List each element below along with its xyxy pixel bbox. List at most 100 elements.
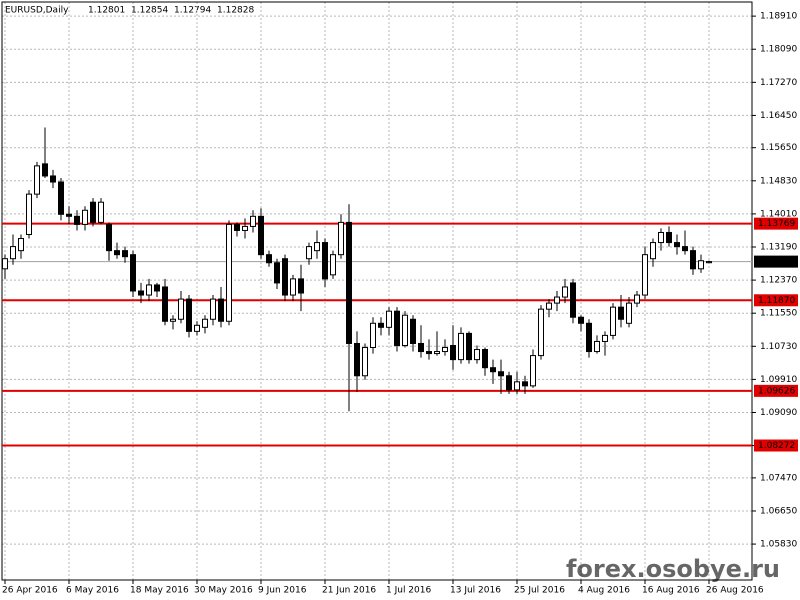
candle-body: [354, 342, 360, 377]
candle-body: [674, 242, 680, 248]
header-open: 1.12801: [88, 6, 125, 16]
candle-body: [474, 349, 480, 361]
x-tick-label: 13 Jul 2016: [450, 586, 501, 596]
candle-body: [498, 371, 504, 377]
candle-body: [666, 231, 672, 244]
candle-body: [554, 296, 560, 304]
candle-body: [626, 302, 632, 324]
candle-body: [258, 215, 264, 256]
candle-body: [106, 223, 112, 252]
candle-body: [514, 381, 520, 391]
candle-body: [538, 308, 544, 357]
candle-body: [482, 349, 488, 369]
candle-body: [290, 278, 296, 296]
level-label: 1.11870: [758, 296, 795, 306]
candle-body: [154, 284, 160, 292]
y-tick-label: 1.18090: [760, 45, 797, 55]
candle-body: [322, 242, 328, 280]
candle-body: [434, 351, 440, 355]
candle-body: [42, 163, 48, 177]
candle-body: [138, 290, 144, 296]
candle-body: [314, 242, 320, 252]
y-tick-label: 1.15650: [760, 143, 797, 153]
candle-body: [682, 246, 688, 252]
candle-body: [186, 298, 192, 332]
candle-body: [602, 334, 608, 342]
candle-body: [450, 344, 456, 361]
candle-body: [66, 213, 72, 217]
candle-body: [274, 262, 280, 284]
candle-body: [162, 286, 168, 322]
x-tick-label: 21 Jun 2016: [322, 586, 376, 596]
candle-body: [594, 340, 600, 353]
candle-body: [562, 286, 568, 298]
y-tick-label: 1.12370: [760, 276, 797, 286]
candle-body: [706, 261, 712, 264]
y-tick-label: 1.09910: [760, 375, 797, 385]
candle-body: [698, 260, 704, 270]
y-tick-label: 1.13190: [760, 243, 797, 253]
chart-title: EURUSD,Daily: [5, 6, 69, 16]
y-tick-label: 1.16450: [760, 111, 797, 121]
candle-body: [330, 254, 336, 276]
candle-body: [298, 278, 304, 294]
y-tick-label: 1.14010: [760, 209, 797, 219]
candle-body: [346, 221, 352, 344]
candle-body: [506, 375, 512, 391]
x-tick-label: 4 Aug 2016: [578, 586, 630, 596]
candle-body: [122, 250, 128, 258]
level-label-box: [754, 294, 798, 307]
candle-body: [546, 302, 552, 310]
y-tick-label: 1.11550: [760, 309, 797, 319]
candle-body: [58, 181, 64, 215]
candle-body: [466, 332, 472, 361]
candle-body: [578, 316, 584, 324]
candle-body: [338, 221, 344, 256]
candle-body: [2, 258, 8, 270]
y-tick-label: 1.05830: [760, 540, 797, 550]
candle-body: [90, 201, 96, 223]
candle-body: [202, 318, 208, 328]
candle-body: [570, 282, 576, 318]
candle-body: [178, 298, 184, 320]
candle-body: [98, 201, 104, 223]
candle-body: [386, 310, 392, 328]
candle-body: [458, 332, 464, 361]
y-tick-label: 1.17270: [760, 78, 797, 88]
candle-body: [530, 355, 536, 387]
candle-body: [586, 322, 592, 353]
candle-body: [522, 381, 528, 387]
candle-body: [306, 246, 312, 260]
candle-body: [282, 258, 288, 296]
y-tick-label: 1.06650: [760, 506, 797, 516]
candle-body: [266, 254, 272, 264]
candle-body: [34, 165, 40, 195]
current-price-box: [754, 255, 798, 268]
candle-body: [378, 322, 384, 328]
candle-body: [50, 175, 56, 183]
x-tick-label: 30 May 2016: [194, 586, 253, 596]
candle-body: [82, 209, 88, 225]
watermark: forex.osobye.ru: [566, 555, 780, 583]
x-tick-label: 18 May 2016: [130, 586, 189, 596]
candle-body: [618, 306, 624, 320]
header-low: 1.12794: [174, 6, 211, 16]
level-label: 1.08272: [758, 441, 795, 451]
level-label-box: [754, 217, 798, 230]
x-tick-label: 6 May 2016: [66, 586, 119, 596]
header-close: 1.12828: [217, 6, 254, 16]
candle-body: [650, 242, 656, 260]
candle-body: [394, 310, 400, 346]
candle-body: [690, 250, 696, 270]
plot-frame: [1, 1, 753, 581]
candle-body: [210, 298, 216, 320]
x-tick-label: 16 Aug 2016: [642, 586, 700, 596]
candle-body: [442, 347, 448, 353]
candle-body: [218, 298, 224, 322]
candle-body: [250, 215, 256, 227]
candle-body: [634, 294, 640, 304]
y-tick-label: 1.07470: [760, 473, 797, 483]
candle-body: [642, 254, 648, 296]
x-tick-label: 25 Jul 2016: [514, 586, 565, 596]
